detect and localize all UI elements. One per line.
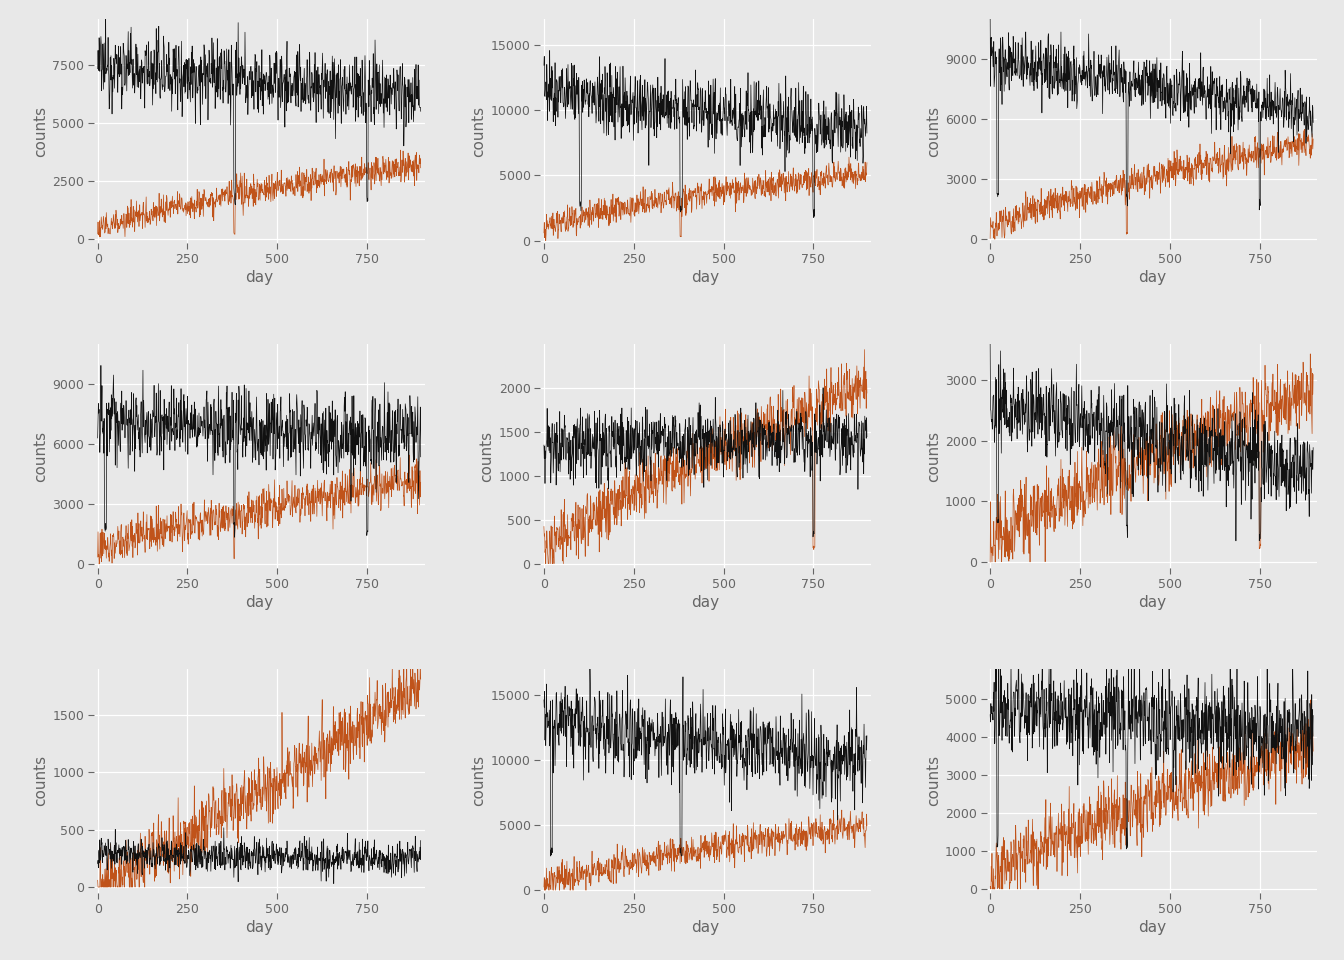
X-axis label: day: day bbox=[1138, 270, 1165, 285]
Y-axis label: counts: counts bbox=[34, 106, 48, 156]
X-axis label: day: day bbox=[692, 920, 719, 935]
Y-axis label: counts: counts bbox=[34, 756, 48, 806]
X-axis label: day: day bbox=[246, 920, 273, 935]
Y-axis label: counts: counts bbox=[926, 106, 941, 156]
Y-axis label: counts: counts bbox=[480, 430, 495, 482]
Y-axis label: counts: counts bbox=[34, 430, 48, 482]
X-axis label: day: day bbox=[692, 270, 719, 285]
X-axis label: day: day bbox=[1138, 595, 1165, 610]
Y-axis label: counts: counts bbox=[926, 756, 941, 806]
Y-axis label: counts: counts bbox=[926, 430, 941, 482]
X-axis label: day: day bbox=[246, 270, 273, 285]
Y-axis label: counts: counts bbox=[472, 756, 487, 806]
Y-axis label: counts: counts bbox=[472, 106, 487, 156]
X-axis label: day: day bbox=[1138, 920, 1165, 935]
X-axis label: day: day bbox=[246, 595, 273, 610]
X-axis label: day: day bbox=[692, 595, 719, 610]
